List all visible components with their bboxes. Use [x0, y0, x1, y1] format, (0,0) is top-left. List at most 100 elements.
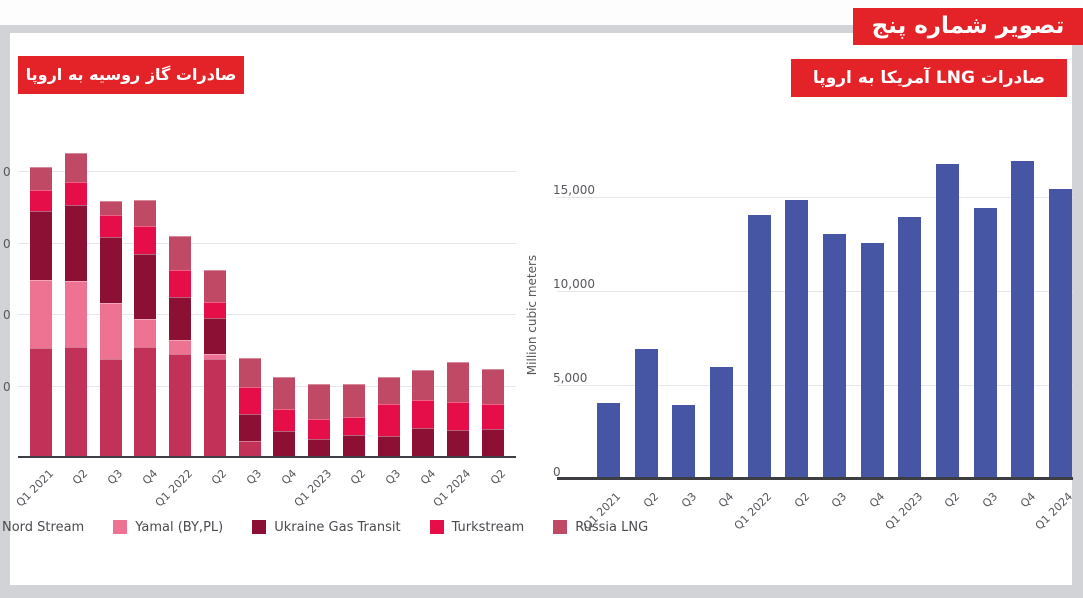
bar-segment-ukraine-gas-transit — [134, 253, 157, 319]
right-y-tick-label: 10,000 — [553, 277, 595, 292]
bar-segment-turkstream — [377, 403, 400, 436]
stacked-bar — [203, 270, 226, 458]
bar-segment-ukraine-gas-transit — [482, 428, 504, 458]
stacked-bar — [308, 384, 331, 458]
stacked-bar — [64, 153, 87, 458]
us-lng-chart-plot — [557, 155, 1073, 480]
bar — [597, 402, 620, 480]
legend-label: Yamal (BY,PL) — [135, 519, 224, 535]
bar-segment-russia-lng — [342, 383, 365, 417]
bar-segment-turkstream — [238, 387, 261, 415]
stacked-bar — [169, 236, 192, 458]
right-y-tick-label: 0 — [553, 465, 561, 479]
stacked-bar — [342, 383, 365, 458]
bar-segment-ukraine-gas-transit — [30, 211, 52, 280]
bar — [898, 217, 922, 480]
bar-segment-turkstream — [134, 225, 157, 254]
bar-segment-russia-lng — [447, 361, 470, 403]
bar-segment-turkstream — [412, 400, 435, 429]
bar-segment-turkstream — [169, 269, 192, 297]
bar-segment-yamal-by-pl- — [30, 279, 52, 349]
bar-segment-ukraine-gas-transit — [308, 439, 331, 458]
legend-label: Turkstream — [451, 519, 525, 535]
legend-swatch — [429, 520, 444, 534]
bar-segment-ukraine-gas-transit — [99, 237, 122, 304]
bar-segment-ukraine-gas-transit — [377, 435, 400, 458]
bar-segment-ukraine-gas-transit — [342, 435, 365, 458]
bar-segment-russia-lng — [377, 377, 400, 404]
left-y-tick-label: 0 — [3, 379, 11, 394]
bar-segment-nord-stream — [169, 354, 192, 458]
stacked-bar — [273, 377, 296, 458]
legend-item: Yamal (BY,PL) — [113, 520, 223, 535]
bar-segment-nord-stream — [238, 440, 261, 458]
gridline — [557, 197, 1073, 199]
bar — [747, 215, 771, 480]
bar-segment-russia-lng — [308, 384, 331, 420]
bar-segment-russia-lng — [482, 369, 504, 404]
bar-segment-russia-lng — [238, 358, 261, 388]
bar-segment-russia-lng — [64, 153, 87, 182]
bar-segment-ukraine-gas-transit — [238, 414, 261, 441]
bar — [710, 367, 733, 480]
legend-label: Nord Stream — [2, 519, 85, 535]
bar-segment-nord-stream — [134, 346, 157, 458]
legend-swatch — [252, 520, 267, 534]
bar — [973, 207, 997, 480]
bar-segment-russia-lng — [99, 201, 122, 216]
russia-gas-chart-plot — [18, 151, 516, 458]
gridline — [18, 171, 516, 173]
left-chart-title: صادرات گاز روسیه به اروپا — [18, 56, 244, 94]
bar-segment-turkstream — [342, 416, 365, 436]
bar — [1011, 160, 1035, 480]
bar-segment-ukraine-gas-transit — [203, 318, 226, 355]
bar — [860, 243, 884, 480]
bar-segment-russia-lng — [134, 200, 157, 226]
bar-segment-nord-stream — [30, 348, 52, 458]
right-y-axis-title: Million cubic meters — [525, 254, 539, 376]
bar-segment-turkstream — [308, 419, 331, 440]
bar-segment-russia-lng — [412, 370, 435, 401]
bar-segment-yamal-by-pl- — [64, 280, 87, 347]
bar-segment-russia-lng — [169, 236, 192, 270]
stacked-bar — [447, 361, 470, 458]
left-x-axis-line — [18, 456, 516, 458]
left-chart-legend: Nord Stream Yamal (BY,PL) Ukraine Gas Tran… — [2, 518, 648, 536]
bar-segment-yamal-by-pl- — [134, 318, 157, 347]
legend-swatch — [553, 520, 568, 534]
bar-segment-turkstream — [203, 301, 226, 319]
gridline — [18, 242, 516, 244]
bar-segment-ukraine-gas-transit — [64, 204, 87, 281]
legend-label: Russia LNG — [575, 519, 649, 535]
bar-segment-russia-lng — [203, 270, 226, 302]
bar-segment-nord-stream — [99, 359, 122, 458]
bar — [785, 200, 809, 480]
bar-segment-turkstream — [447, 402, 470, 431]
left-y-tick-label: 0 — [3, 308, 11, 323]
bar-segment-turkstream — [99, 215, 122, 238]
bar-segment-turkstream — [482, 403, 504, 429]
legend-label: Ukraine Gas Transit — [274, 519, 401, 535]
bar-segment-turkstream — [64, 181, 87, 205]
bar-segment-ukraine-gas-transit — [273, 430, 296, 458]
bar-segment-turkstream — [273, 408, 296, 431]
legend-item: Turkstream — [429, 519, 525, 535]
legend-item: Russia LNG — [553, 520, 648, 535]
gridline — [18, 314, 516, 316]
bar-segment-russia-lng — [30, 167, 52, 190]
bar — [672, 404, 696, 480]
legend-item: Ukraine Gas Transit — [252, 519, 401, 535]
right-y-tick-label: 5,000 — [553, 371, 588, 386]
left-y-tick-label: 0 — [3, 236, 11, 251]
bar — [936, 164, 959, 480]
right-y-tick-label: 15,000 — [553, 183, 595, 198]
bar-segment-ukraine-gas-transit — [447, 430, 470, 458]
stacked-bar — [238, 358, 261, 458]
right-chart-title: صادرات LNG آمریکا به اروپا — [791, 59, 1067, 97]
bar-segment-nord-stream — [203, 358, 226, 458]
stacked-bar — [377, 377, 400, 458]
bar — [823, 233, 846, 480]
stacked-bar — [482, 369, 504, 458]
legend-item: Nord Stream — [2, 520, 84, 535]
